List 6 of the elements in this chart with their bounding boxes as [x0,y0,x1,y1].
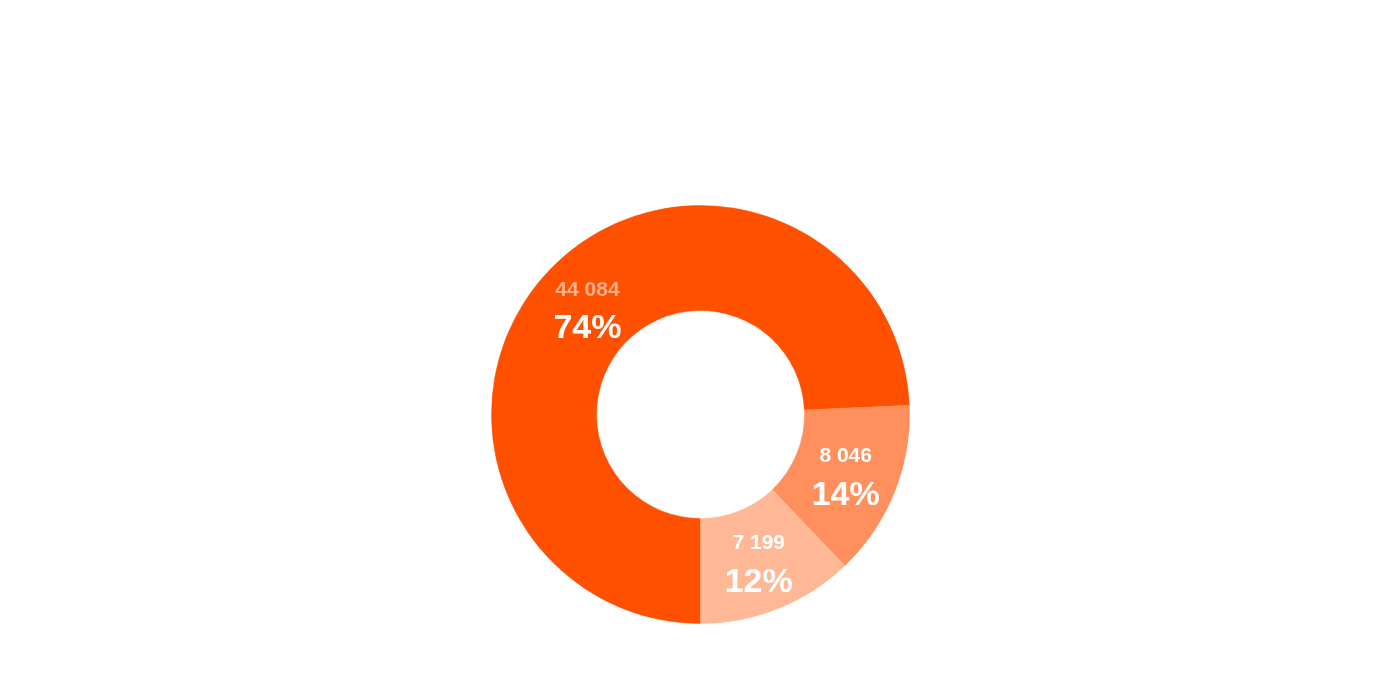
data-label: 44 084 [555,276,620,300]
text: 12% [724,560,793,599]
data-label: 8 046 [819,443,872,467]
text: 14% [811,473,880,512]
text: 74% [553,307,622,346]
data-label: 7 199 [732,530,786,554]
